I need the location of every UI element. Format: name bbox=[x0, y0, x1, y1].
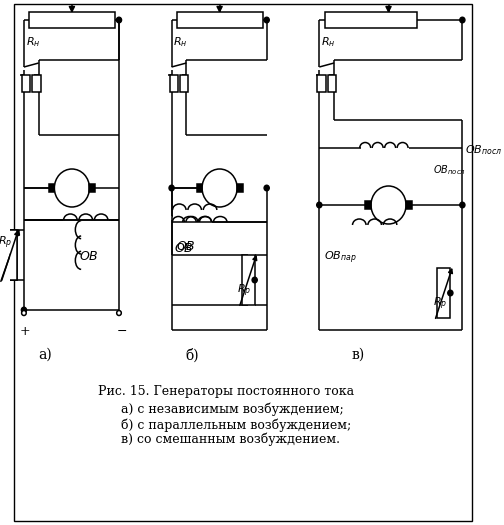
Text: $OB_{посл}$: $OB_{посл}$ bbox=[433, 163, 466, 177]
Text: $OB_{пар}$: $OB_{пар}$ bbox=[324, 250, 357, 266]
Text: в) со смешанным возбуждением.: в) со смешанным возбуждением. bbox=[121, 433, 340, 446]
Bar bbox=[325, 12, 417, 28]
Text: $R_р$: $R_р$ bbox=[0, 235, 13, 251]
Text: в): в) bbox=[352, 348, 365, 362]
Bar bbox=[406, 201, 412, 209]
Text: +: + bbox=[19, 325, 30, 338]
Text: а): а) bbox=[38, 348, 51, 362]
Text: $R_н$: $R_н$ bbox=[173, 35, 188, 49]
Circle shape bbox=[169, 185, 174, 191]
Circle shape bbox=[448, 290, 453, 296]
Bar bbox=[365, 201, 371, 209]
Text: $OB$: $OB$ bbox=[79, 250, 99, 263]
Circle shape bbox=[54, 169, 89, 207]
Circle shape bbox=[264, 185, 269, 191]
Bar bbox=[89, 184, 95, 192]
Circle shape bbox=[317, 202, 322, 208]
Text: $R_р$: $R_р$ bbox=[237, 283, 251, 299]
Bar bbox=[437, 268, 451, 318]
Circle shape bbox=[264, 17, 269, 23]
Text: $R_р$: $R_р$ bbox=[433, 296, 447, 312]
Circle shape bbox=[116, 17, 121, 23]
Circle shape bbox=[117, 310, 121, 316]
Text: $OB$: $OB$ bbox=[176, 240, 196, 253]
Text: −: − bbox=[116, 325, 127, 338]
Bar bbox=[22, 75, 30, 92]
Text: $R_н$: $R_н$ bbox=[321, 35, 336, 49]
Text: $OB_{посл}$: $OB_{посл}$ bbox=[465, 143, 502, 157]
Bar bbox=[177, 12, 263, 28]
Bar bbox=[4, 230, 17, 280]
Bar bbox=[242, 255, 255, 305]
Circle shape bbox=[371, 186, 406, 224]
Circle shape bbox=[460, 202, 465, 208]
Bar bbox=[180, 75, 188, 92]
Bar bbox=[32, 75, 40, 92]
Bar bbox=[49, 184, 54, 192]
Bar bbox=[237, 184, 243, 192]
Circle shape bbox=[202, 169, 237, 207]
Text: а) с независимым возбуждением;: а) с независимым возбуждением; bbox=[121, 403, 344, 416]
Text: $OB$: $OB$ bbox=[174, 242, 194, 255]
Text: $R_н$: $R_н$ bbox=[26, 35, 40, 49]
Circle shape bbox=[460, 17, 465, 23]
Text: б): б) bbox=[185, 348, 199, 362]
Circle shape bbox=[21, 307, 27, 313]
Bar bbox=[197, 184, 202, 192]
Text: Рис. 15. Генераторы постоянного тока: Рис. 15. Генераторы постоянного тока bbox=[98, 385, 354, 398]
Bar bbox=[318, 75, 326, 92]
Bar bbox=[170, 75, 178, 92]
Text: б) с параллельным возбуждением;: б) с параллельным возбуждением; bbox=[121, 418, 351, 432]
Bar bbox=[328, 75, 336, 92]
Circle shape bbox=[22, 310, 26, 316]
Bar bbox=[29, 12, 115, 28]
Circle shape bbox=[252, 277, 257, 283]
Bar bbox=[4, 230, 17, 280]
